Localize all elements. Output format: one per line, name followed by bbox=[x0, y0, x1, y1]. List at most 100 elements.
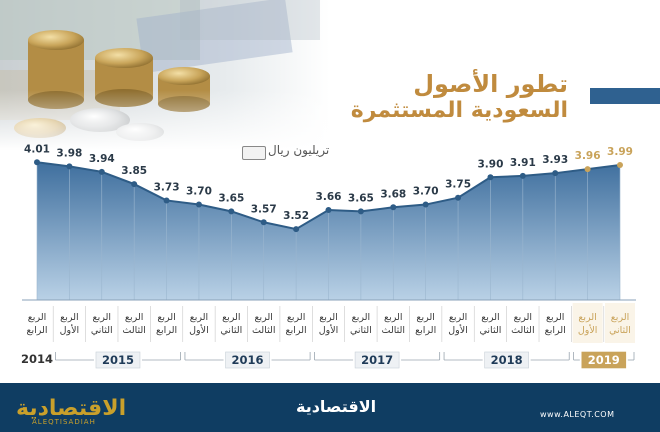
quarter-label: الثاني bbox=[350, 325, 372, 336]
quarter-label: الربع bbox=[222, 312, 240, 323]
quarter-cell bbox=[605, 303, 635, 343]
quarter-label: الربع bbox=[60, 312, 78, 323]
quarter-label: الثاني bbox=[480, 325, 502, 336]
data-point bbox=[552, 170, 559, 177]
data-label: 3.65 bbox=[348, 192, 374, 204]
data-label: 3.98 bbox=[56, 147, 82, 159]
quarter-cell bbox=[22, 303, 52, 343]
data-point bbox=[617, 162, 623, 168]
data-point bbox=[390, 204, 397, 211]
quarter-cell bbox=[540, 303, 571, 343]
quarter-cell bbox=[216, 303, 247, 343]
data-point bbox=[66, 163, 73, 170]
quarter-label: الثاني bbox=[609, 325, 631, 336]
data-label: 3.75 bbox=[445, 179, 471, 191]
banknote-icon bbox=[242, 146, 266, 160]
website-url: www.ALEQT.COM bbox=[540, 410, 615, 419]
quarter-label: الأول bbox=[189, 324, 209, 336]
year-box bbox=[581, 351, 627, 369]
data-point bbox=[325, 207, 332, 213]
year-box bbox=[484, 351, 529, 369]
quarter-cell bbox=[507, 303, 538, 343]
data-point bbox=[131, 181, 138, 188]
data-label: 3.68 bbox=[380, 188, 406, 200]
unit-label: تريليون ريال bbox=[268, 143, 330, 157]
data-label: 3.91 bbox=[510, 157, 536, 169]
quarter-cell bbox=[183, 303, 214, 343]
quarter-label: الثالث bbox=[122, 325, 146, 336]
quarter-label: الربع bbox=[93, 312, 111, 323]
data-label: 3.65 bbox=[218, 192, 244, 204]
data-point bbox=[422, 201, 429, 208]
quarter-label: الربع bbox=[611, 312, 629, 323]
brand-logo: الاقتصادية bbox=[16, 396, 127, 421]
data-point bbox=[98, 168, 105, 175]
quarter-label: الربع bbox=[416, 312, 434, 323]
quarter-label: الأول bbox=[319, 324, 339, 336]
data-point bbox=[228, 208, 235, 215]
quarter-cell bbox=[151, 303, 182, 343]
data-point bbox=[293, 226, 300, 233]
quarter-label: الربع bbox=[287, 312, 305, 323]
chart-title-line2: السعودية المستثمرة bbox=[350, 98, 568, 123]
quarter-label: الثاني bbox=[91, 325, 113, 336]
quarter-label: الربع bbox=[514, 312, 532, 323]
data-label: 3.73 bbox=[154, 181, 180, 193]
year-box bbox=[95, 351, 141, 369]
quarter-cell bbox=[378, 303, 409, 343]
data-label: 3.94 bbox=[89, 153, 115, 165]
area-chart: 4.01 3.98 3.94 3.85 3.73 3.70 3.65 3.57 3.52 3.66… bbox=[21, 143, 636, 369]
quarter-label: الرابع bbox=[26, 325, 47, 336]
quarter-cell bbox=[119, 303, 150, 343]
data-label: 3.90 bbox=[477, 158, 503, 170]
data-label: 4.01 bbox=[24, 143, 50, 155]
quarter-label: الربع bbox=[384, 312, 402, 323]
quarter-label: الربع bbox=[254, 312, 272, 323]
year-box bbox=[354, 351, 400, 369]
data-label: 3.57 bbox=[251, 203, 277, 215]
quarter-cell bbox=[410, 303, 441, 343]
year-label: 2019 bbox=[588, 353, 620, 367]
data-point bbox=[455, 194, 462, 201]
data-label: 3.96 bbox=[575, 150, 601, 162]
data-label: 3.70 bbox=[186, 186, 212, 198]
quarter-label: الربع bbox=[319, 312, 337, 323]
quarter-label: الربع bbox=[481, 312, 499, 323]
quarter-label: الرابع bbox=[156, 325, 177, 336]
quarter-label: الربع bbox=[352, 312, 370, 323]
data-point bbox=[163, 197, 170, 204]
quarter-label: الثاني bbox=[220, 325, 242, 336]
data-point bbox=[487, 174, 494, 181]
year-label: 2014 bbox=[21, 352, 53, 366]
quarter-label: الرابع bbox=[545, 325, 566, 336]
quarter-cell bbox=[281, 303, 312, 343]
quarter-label: الرابع bbox=[286, 325, 307, 336]
quarter-cell bbox=[54, 303, 85, 343]
quarter-label: الرابع bbox=[415, 325, 436, 336]
quarter-label: الثالث bbox=[511, 325, 535, 336]
quarter-label: الربع bbox=[190, 312, 208, 323]
coins-banknotes-photo bbox=[0, 0, 330, 150]
data-point bbox=[584, 166, 591, 173]
quarter-label: الأول bbox=[448, 324, 468, 336]
chart-title-line1: تطور الأصول bbox=[413, 70, 568, 98]
quarter-label: الثالث bbox=[252, 325, 276, 336]
quarter-label: الربع bbox=[578, 312, 596, 323]
quarter-cell bbox=[248, 303, 279, 343]
year-label: 2015 bbox=[102, 353, 134, 367]
data-label: 3.85 bbox=[121, 165, 147, 177]
data-label: 3.70 bbox=[413, 186, 439, 198]
quarter-label: الربع bbox=[125, 312, 143, 323]
quarter-cell bbox=[313, 303, 344, 343]
data-label: 3.66 bbox=[316, 191, 342, 203]
quarter-label: الربع bbox=[546, 312, 564, 323]
year-label: 2016 bbox=[232, 353, 264, 367]
quarter-label: الأول bbox=[578, 324, 598, 336]
quarter-cell bbox=[86, 303, 117, 343]
quarter-cell bbox=[572, 303, 603, 343]
quarter-label: الربع bbox=[449, 312, 467, 323]
brand-logo-sub: ALEQTISADIAH bbox=[32, 418, 96, 426]
quarter-label: الربع bbox=[28, 312, 46, 323]
data-point bbox=[260, 219, 267, 226]
quarter-label: الربع bbox=[157, 312, 175, 323]
